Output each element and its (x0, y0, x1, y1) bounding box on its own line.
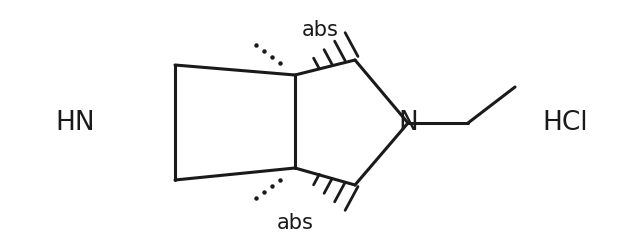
Text: N: N (398, 110, 418, 136)
Text: HCl: HCl (542, 110, 588, 136)
Text: HN: HN (55, 110, 95, 136)
Text: abs: abs (301, 20, 339, 40)
Text: abs: abs (276, 213, 314, 233)
